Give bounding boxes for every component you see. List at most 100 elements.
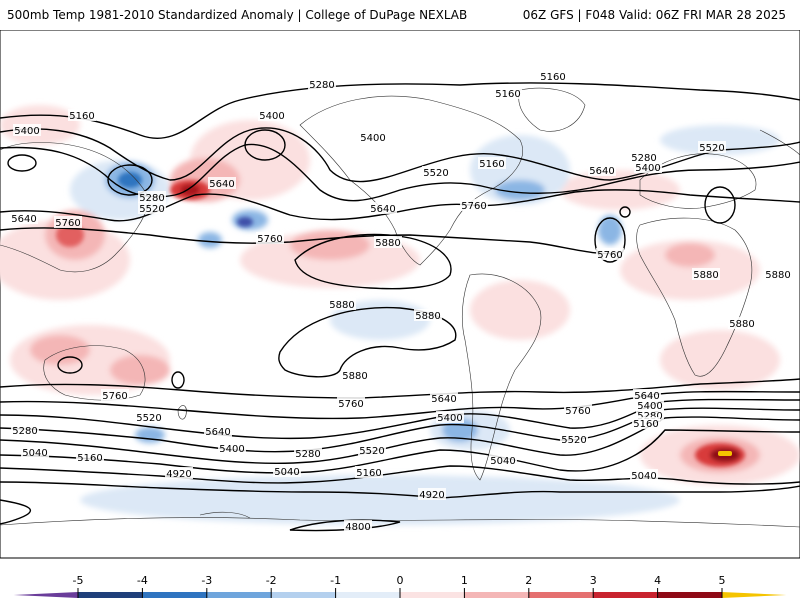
contour-label: 5160	[76, 451, 104, 464]
contour-label: 5040	[21, 446, 49, 459]
contour-label: 5400	[258, 109, 286, 122]
contour-label: 4800	[344, 520, 372, 533]
contour-label: 5880	[341, 369, 369, 382]
contour-label-text: 5400	[14, 126, 39, 137]
legend-swatches	[13, 592, 787, 598]
coastlines	[0, 87, 800, 528]
model-valid-time: 06Z GFS | F048 Valid: 06Z FRI MAR 28 202…	[522, 8, 786, 22]
contour-label-text: 5520	[561, 435, 586, 446]
contour-label: 5520	[560, 433, 588, 446]
contour-label: 4920	[165, 467, 193, 480]
contour-label-text: 4800	[345, 522, 370, 533]
contour-label: 5040	[489, 454, 517, 467]
color-legend: -5 -4 -3 -2 -1 0 1 2 3 4 5	[13, 574, 787, 598]
contour-label-text: 5160	[356, 468, 381, 479]
legend-swatch	[271, 592, 336, 598]
legend-swatch	[464, 592, 529, 598]
legend-swatch	[657, 592, 722, 598]
contour-label-text: 5880	[765, 270, 790, 281]
contour-label-text: 5520	[139, 204, 164, 215]
legend-swatch	[142, 592, 207, 598]
contour-label: 5520	[135, 411, 163, 424]
contour-label-text: 5280	[631, 153, 656, 164]
contour-label-text: 5400	[635, 163, 660, 174]
contour-label: 5760	[596, 248, 624, 261]
contour-label: 5760	[54, 216, 82, 229]
contour-label-text: 5760	[102, 391, 127, 402]
legend-tick-label: 1	[461, 574, 468, 587]
contour-label: 5400	[13, 124, 41, 137]
contour-label-text: 5280	[295, 449, 320, 460]
legend-tick-label: 2	[525, 574, 532, 587]
contour-label-text: 5040	[22, 448, 47, 459]
contour-label: 5160	[494, 87, 522, 100]
contour-label: 5160	[478, 157, 506, 170]
legend-swatch	[335, 592, 400, 598]
contour-label: 5400	[218, 442, 246, 455]
legend-tick-label: 3	[590, 574, 597, 587]
legend-swatch	[206, 592, 272, 598]
contour-label: 5520	[422, 166, 450, 179]
contour-label-text: 5040	[631, 471, 656, 482]
contour-label-text: 5640	[634, 391, 659, 402]
legend-tick-label: -1	[330, 574, 341, 587]
contour-label-text: 5160	[633, 419, 658, 430]
contour-label-text: 4920	[166, 469, 191, 480]
contour-label-text: 5640	[11, 214, 36, 225]
contour-label-text: 5400	[437, 413, 462, 424]
contour-label: 5400	[359, 131, 387, 144]
contour-label-text: 5880	[342, 371, 367, 382]
contour-label: 5160	[68, 109, 96, 122]
contour-label-text: 5640	[431, 394, 456, 405]
contour-label-text: 5280	[139, 193, 164, 204]
contour-label: 5400	[634, 161, 662, 174]
contour-label-text: 5880	[415, 311, 440, 322]
contour-label: 5640	[430, 392, 458, 405]
contour-label-text: 5760	[461, 201, 486, 212]
contour-label-text: 5520	[136, 413, 161, 424]
contour-label-text: 5760	[55, 218, 80, 229]
contour-label-text: 5760	[597, 250, 622, 261]
contour-label: 5880	[764, 268, 792, 281]
contour-labels: 5280516051605400540054005160516052805400…	[10, 70, 792, 533]
contour-label-text: 5160	[540, 72, 565, 83]
contour-label: 5280	[294, 447, 322, 460]
contour-label-text: 5400	[637, 401, 662, 412]
legend-tick-label: -3	[201, 574, 212, 587]
contour-label-text: 5520	[423, 168, 448, 179]
contour-label: 5880	[728, 317, 756, 330]
contour-label-text: 5160	[495, 89, 520, 100]
contour-label: 5760	[256, 232, 284, 245]
contour-label: 5040	[630, 469, 658, 482]
contour-label: 5760	[337, 397, 365, 410]
contour-label-text: 5280	[637, 411, 662, 422]
contour-label-text: 5760	[338, 399, 363, 410]
contour-label-text: 5280	[309, 80, 334, 91]
contour-label-text: 5400	[219, 444, 244, 455]
contour-label: 5160	[355, 466, 383, 479]
contour-label-text: 4920	[419, 490, 444, 501]
legend-arrow-low	[13, 592, 79, 598]
contour-label: 5400	[636, 399, 664, 412]
legend-tick-label: 4	[654, 574, 661, 587]
max-anomaly-spot	[718, 451, 732, 456]
contour-label: 5640	[588, 164, 616, 177]
contour-label-text: 5640	[589, 166, 614, 177]
contour-label: 5520	[138, 202, 166, 215]
contour-label-text: 5880	[329, 300, 354, 311]
legend-swatch	[78, 592, 143, 598]
contour-label-text: 5880	[693, 270, 718, 281]
legend-swatch	[593, 592, 658, 598]
contour-label-text: 5640	[209, 179, 234, 190]
contour-label: 5640	[208, 177, 236, 190]
contour-label-text: 5760	[257, 234, 282, 245]
legend-tick-label: -4	[137, 574, 148, 587]
contour-label: 5760	[460, 199, 488, 212]
contour-label-text: 5280	[12, 426, 37, 437]
map-title: 500mb Temp 1981-2010 Standardized Anomal…	[7, 8, 468, 22]
legend-ticks: -5 -4 -3 -2 -1 0 1 2 3 4 5	[73, 574, 726, 598]
contour-label: 5280	[630, 151, 658, 164]
contour-label-text: 5880	[375, 238, 400, 249]
legend-tick-label: 0	[397, 574, 404, 587]
contour-label-text: 5520	[699, 143, 724, 154]
